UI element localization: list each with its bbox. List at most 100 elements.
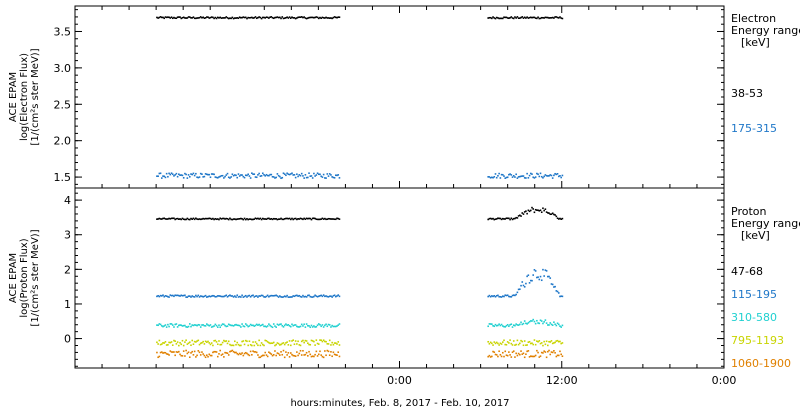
point-1060-1900 — [179, 353, 181, 356]
point-310-580 — [268, 323, 270, 325]
point-310-580 — [251, 324, 253, 327]
point-795-1193 — [226, 342, 229, 345]
point-1060-1900 — [210, 354, 213, 357]
point-795-1193 — [523, 340, 526, 342]
point-38-53 — [236, 17, 239, 19]
point-175-315 — [274, 177, 276, 179]
point-115-195 — [280, 296, 282, 298]
point-47-68 — [314, 217, 316, 220]
point-115-195 — [187, 295, 190, 297]
point-115-195 — [317, 295, 320, 298]
point-115-195 — [313, 295, 315, 298]
point-47-68 — [162, 217, 164, 220]
y-tick-label: 2 — [64, 263, 71, 276]
point-47-68 — [525, 210, 527, 212]
point-115-195 — [293, 295, 296, 298]
point-47-68 — [281, 218, 284, 221]
point-795-1193 — [158, 339, 161, 342]
point-115-195 — [254, 295, 257, 297]
point-1060-1900 — [232, 350, 235, 353]
point-310-580 — [170, 323, 173, 325]
point-175-315 — [330, 174, 332, 176]
point-1060-1900 — [495, 354, 498, 356]
point-47-68 — [269, 218, 271, 220]
point-115-195 — [188, 295, 191, 297]
point-1060-1900 — [316, 355, 319, 357]
point-795-1193 — [174, 340, 176, 342]
legend-entry: 795-1193 — [731, 334, 784, 347]
point-38-53 — [536, 17, 538, 20]
point-1060-1900 — [547, 350, 549, 353]
point-795-1193 — [180, 343, 183, 346]
point-1060-1900 — [532, 355, 535, 358]
point-1060-1900 — [214, 350, 217, 353]
point-175-315 — [489, 176, 492, 179]
point-115-195 — [285, 295, 287, 298]
point-310-580 — [531, 320, 533, 322]
point-1060-1900 — [231, 349, 234, 352]
point-310-580 — [294, 324, 297, 326]
point-38-53 — [499, 17, 502, 20]
point-47-68 — [157, 218, 159, 220]
point-310-580 — [504, 326, 507, 328]
point-795-1193 — [248, 340, 251, 343]
point-47-68 — [192, 217, 195, 220]
point-310-580 — [202, 324, 204, 326]
point-1060-1900 — [207, 355, 209, 358]
point-1060-1900 — [537, 351, 539, 354]
point-175-315 — [492, 176, 494, 179]
point-1060-1900 — [286, 354, 288, 356]
point-1060-1900 — [325, 354, 327, 357]
point-47-68 — [540, 211, 543, 214]
point-115-195 — [259, 295, 262, 297]
point-175-315 — [197, 176, 200, 179]
point-310-580 — [561, 324, 564, 327]
point-47-68 — [226, 218, 229, 220]
point-310-580 — [167, 323, 169, 326]
point-175-315 — [187, 174, 190, 176]
point-115-195 — [232, 296, 235, 298]
point-1060-1900 — [238, 352, 241, 355]
x-tick-label: 0:00 — [712, 374, 737, 387]
point-175-315 — [325, 177, 327, 179]
point-1060-1900 — [303, 354, 305, 356]
point-38-53 — [227, 17, 230, 20]
point-310-580 — [537, 322, 539, 324]
point-1060-1900 — [504, 350, 507, 353]
point-795-1193 — [178, 344, 180, 347]
point-115-195 — [203, 295, 206, 298]
point-47-68 — [280, 217, 282, 220]
point-310-580 — [185, 326, 187, 328]
point-47-68 — [499, 217, 502, 220]
point-47-68 — [219, 217, 222, 220]
point-310-580 — [286, 324, 288, 327]
point-175-315 — [320, 175, 323, 178]
point-310-580 — [298, 326, 301, 328]
point-115-195 — [489, 295, 492, 298]
point-1060-1900 — [512, 350, 515, 352]
point-310-580 — [520, 321, 522, 324]
point-310-580 — [544, 319, 547, 321]
point-175-315 — [271, 175, 274, 178]
point-47-68 — [277, 218, 280, 220]
point-1060-1900 — [307, 355, 309, 357]
point-175-315 — [519, 175, 521, 178]
point-115-195 — [328, 295, 331, 298]
point-795-1193 — [495, 341, 498, 344]
point-310-580 — [210, 326, 213, 328]
point-175-315 — [520, 175, 522, 178]
point-38-53 — [510, 16, 513, 18]
point-1060-1900 — [246, 352, 248, 355]
point-175-315 — [500, 173, 503, 176]
point-47-68 — [259, 217, 262, 220]
point-1060-1900 — [559, 350, 561, 353]
point-1060-1900 — [287, 352, 290, 354]
point-175-315 — [296, 173, 298, 175]
point-310-580 — [515, 323, 517, 325]
point-47-68 — [331, 218, 333, 220]
point-310-580 — [324, 324, 326, 327]
point-1060-1900 — [226, 352, 229, 355]
point-310-580 — [159, 323, 162, 326]
point-115-195 — [549, 277, 552, 279]
point-115-195 — [304, 295, 307, 298]
